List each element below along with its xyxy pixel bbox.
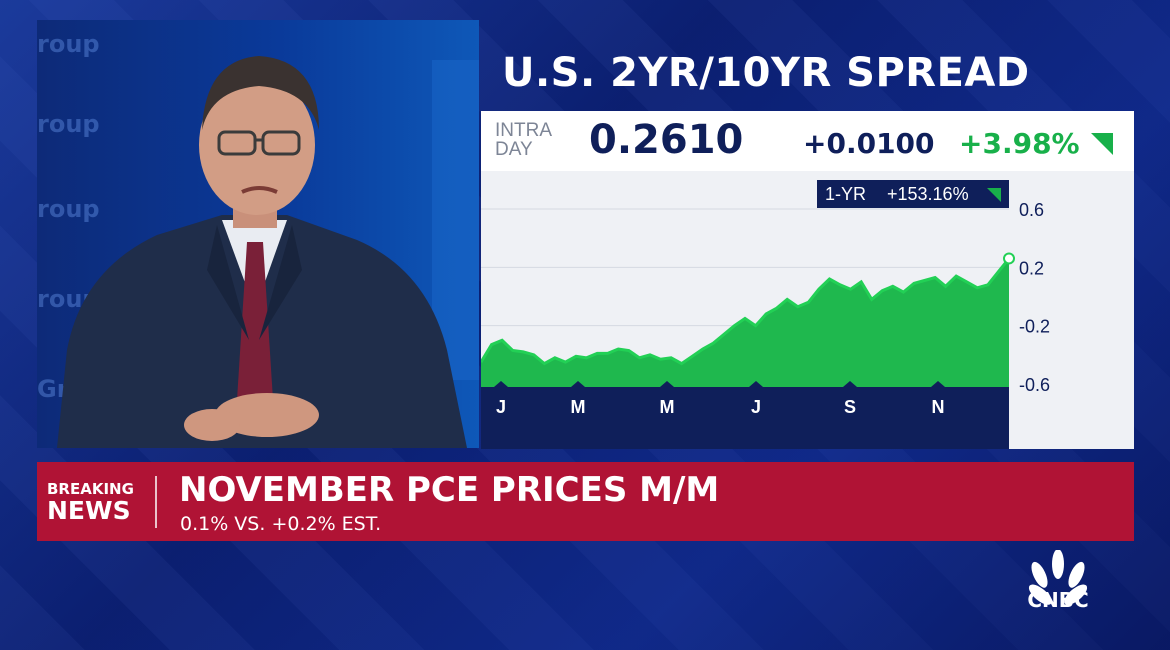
one-year-change: +153.16% bbox=[887, 184, 969, 204]
series-area bbox=[481, 258, 1009, 387]
chart-panel: J M M J S N 0.6 0.2 -0.2 -0.6 1-YR +153.16% bbox=[481, 171, 1134, 449]
y-tick-label: 0.2 bbox=[1019, 258, 1044, 278]
breaking-label: BREAKING bbox=[47, 480, 134, 498]
absolute-change: +0.0100 bbox=[803, 127, 935, 160]
x-tick-label: M bbox=[571, 397, 586, 417]
percent-change: +3.98% bbox=[959, 127, 1080, 160]
x-tick-mark bbox=[843, 381, 857, 387]
one-year-label: 1-YR bbox=[825, 184, 867, 204]
presenter-figure bbox=[57, 56, 479, 448]
wall-text: roup bbox=[37, 195, 100, 223]
x-tick-label: M bbox=[660, 397, 675, 417]
x-tick-label: N bbox=[932, 397, 945, 417]
up-triangle-icon bbox=[1091, 133, 1113, 155]
banner-divider bbox=[155, 476, 157, 528]
wall-text: roup bbox=[37, 110, 100, 138]
network-logo-text: CNBC bbox=[1027, 588, 1089, 612]
x-tick-mark bbox=[494, 381, 508, 387]
last-value-marker bbox=[1003, 252, 1015, 265]
news-label: NEWS bbox=[47, 496, 131, 525]
spread-chart: J M M J S N 0.6 0.2 -0.2 -0.6 bbox=[481, 200, 1050, 449]
x-tick-label: J bbox=[496, 397, 506, 417]
current-value: 0.2610 bbox=[589, 117, 744, 163]
quote-strip: INTRA DAY 0.2610 +0.0100 +3.98% bbox=[481, 111, 1134, 171]
x-tick-mark bbox=[931, 381, 945, 387]
wall-text: roup bbox=[37, 30, 100, 58]
video-feed: roup roup roup roup Gr bbox=[37, 20, 479, 448]
peacock-logo-icon bbox=[1028, 550, 1088, 605]
y-tick-label: -0.2 bbox=[1019, 317, 1050, 337]
series-line bbox=[481, 257, 1011, 366]
headline: NOVEMBER PCE PRICES M/M bbox=[179, 470, 720, 510]
y-tick-label: 0.6 bbox=[1019, 200, 1044, 220]
x-tick-mark bbox=[749, 381, 763, 387]
one-year-badge: 1-YR +153.16% bbox=[817, 180, 1009, 208]
x-axis-band bbox=[481, 387, 1009, 449]
intraday-label: INTRA DAY bbox=[495, 120, 551, 160]
chart-title: U.S. 2YR/10YR SPREAD bbox=[502, 50, 1030, 96]
x-tick-label: J bbox=[751, 397, 761, 417]
up-triangle-icon bbox=[987, 188, 1001, 202]
breaking-news-banner: BREAKING NEWS NOVEMBER PCE PRICES M/M 0.… bbox=[37, 462, 1134, 541]
x-tick-label: S bbox=[844, 397, 856, 417]
subheadline: 0.1% VS. +0.2% EST. bbox=[180, 513, 382, 535]
x-tick-mark bbox=[571, 381, 585, 387]
y-tick-label: -0.6 bbox=[1019, 375, 1050, 395]
x-tick-mark bbox=[660, 381, 674, 387]
